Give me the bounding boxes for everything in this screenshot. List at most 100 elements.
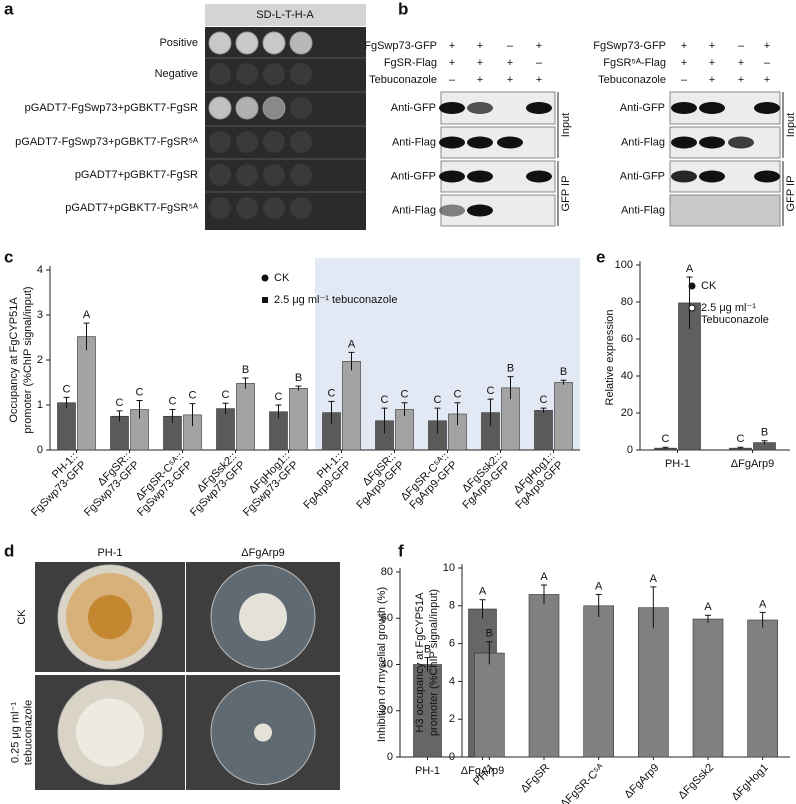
legend-marker [261, 274, 269, 282]
bar [236, 383, 255, 451]
blot-band [671, 170, 697, 183]
y-axis-label: promoter (%ChIP signal/input) [428, 589, 440, 736]
significance-letter: C [116, 397, 124, 409]
plate-header [205, 4, 366, 26]
significance-letter: B [424, 643, 431, 655]
significance-letter: C [487, 385, 495, 397]
significance-letter: B [761, 427, 768, 439]
group-label: GFP IP [785, 176, 796, 212]
mycelium-center [88, 595, 132, 639]
x-tick-label-group: ΔFgSR::FgSwp73-GFP [82, 450, 142, 518]
colony-spot [208, 31, 232, 55]
x-tick-label-group: ΔFgSsk2 [676, 762, 716, 802]
significance-letter: A [704, 601, 712, 613]
significance-letter: A [83, 309, 91, 321]
x-tick-label: PH-1 [415, 765, 440, 777]
blot-label: Anti-GFP [391, 170, 436, 182]
significance-letter: A [686, 263, 694, 275]
blot [669, 194, 781, 227]
x-tick-label-group: ΔFgSsk2::FgArp9-GFP [460, 450, 513, 511]
colony-spot [262, 96, 286, 120]
blot-label: Anti-GFP [620, 102, 665, 114]
colony-spot [209, 63, 231, 85]
legend-label: CK [274, 272, 290, 284]
colony-spot [235, 31, 259, 55]
x-tick-label: ΔFgArp9 [622, 762, 661, 801]
colony-spot [290, 131, 312, 153]
blot-label: Anti-GFP [620, 170, 665, 182]
colony-spot [263, 164, 285, 186]
legend-label: CK [701, 280, 717, 292]
row-label: pGADT7-FgSwp73+pGBKT7-FgSR⁵ᴬ [15, 136, 198, 148]
significance-letter: C [381, 394, 389, 406]
colony-spot [263, 131, 285, 153]
x-tick-label-group: ΔFgHog1::FgSwp73-GFP [241, 450, 301, 518]
blot-band [497, 136, 523, 149]
x-tick-label: ΔFgSsk2 [676, 762, 716, 802]
blot-band [439, 204, 465, 217]
significance-letter: B [507, 363, 514, 375]
x-tick-label-group: ΔFgSR-C⁵ᴬ::FgSwp73-GFP [134, 450, 195, 518]
row-label: tebuconazole [22, 700, 34, 765]
bar [692, 618, 724, 758]
significance-letter: A [348, 338, 356, 350]
condition-label: Tebuconazole [369, 74, 437, 86]
condition-label: FgSwp73-GFP [593, 40, 666, 52]
significance-letter: A [540, 571, 548, 583]
x-tick-label-group: ΔFgHog1 [729, 762, 770, 803]
x-tick-label: ΔFgArp9 [731, 458, 774, 470]
significance-letter: C [737, 433, 745, 445]
significance-letter: C [169, 395, 177, 407]
x-tick-label-group: PH-1::FgSwp73-GFP [29, 450, 89, 518]
y-tick-label: 8 [449, 600, 455, 612]
significance-letter: B [486, 628, 493, 640]
x-tick-label: ΔFgSR-C⁵ᴬ [558, 762, 607, 804]
condition-sign: + [681, 57, 687, 69]
significance-letter: C [434, 394, 442, 406]
blot-band [467, 204, 493, 217]
colony-spot [290, 97, 312, 119]
blot-band [467, 136, 493, 149]
y-tick-label: 4 [449, 675, 455, 687]
blot-band [699, 170, 725, 183]
colony-spot [289, 31, 313, 55]
blot-band [439, 170, 465, 183]
blot-label: Anti-Flag [621, 204, 665, 216]
condition-sign: – [507, 40, 514, 52]
y-tick-label: 40 [621, 370, 633, 382]
bar [216, 408, 235, 451]
group-label: Input [560, 113, 572, 137]
row-label: Negative [155, 68, 198, 80]
column-label: ΔFgArp9 [241, 547, 284, 559]
y-tick-label: 0 [387, 751, 393, 763]
bar [583, 605, 614, 758]
condition-sign: + [709, 57, 715, 69]
y-axis-label: Occupancy at FgCYP51A [8, 297, 20, 423]
colony-spot [209, 131, 231, 153]
bar [747, 619, 778, 758]
x-tick-label-group: ΔFgHog1::FgArp9-GFP [512, 450, 566, 511]
panel-label: c [4, 247, 13, 266]
y-tick-label: 1 [37, 399, 43, 411]
x-tick-label-group: ΔFgSR-C⁵ᴬ::FgArp9-GFP [399, 450, 460, 511]
condition-sign: + [681, 40, 687, 52]
x-tick-label-group: ΔFgSsk2::FgSwp73-GFP [188, 450, 248, 518]
y-tick-label: 6 [449, 638, 455, 650]
colony-spot [208, 96, 232, 120]
condition-sign: + [536, 40, 542, 52]
significance-letter: C [275, 391, 283, 403]
row-label: pGADT7-FgSwp73+pGBKT7-FgSR [25, 102, 198, 114]
row-label: CK [16, 609, 28, 625]
blot-band [671, 102, 697, 114]
y-axis-label: promoter (%ChIP signal/input) [22, 286, 34, 433]
significance-letter: A [759, 598, 767, 610]
condition-sign: + [507, 57, 513, 69]
y-axis-label: H3 occupancy at FgCYP51A [414, 592, 426, 733]
significance-letter: C [401, 389, 409, 401]
significance-letter: C [222, 389, 230, 401]
colony-spot [290, 63, 312, 85]
blot-band [699, 102, 725, 114]
significance-letter: A [650, 573, 658, 585]
significance-letter: B [560, 366, 567, 378]
